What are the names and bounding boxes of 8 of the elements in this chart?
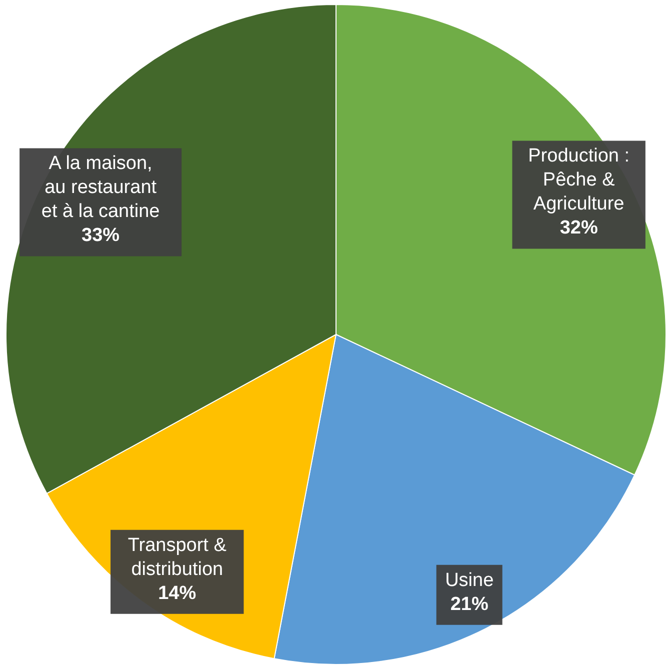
data-label: 32% — [560, 218, 598, 239]
slice-label: Production : Pêche & Agriculture — [528, 146, 630, 215]
slice-label: Transport & distribution — [128, 534, 227, 580]
data-label: 14% — [158, 582, 196, 604]
slice-label: A la maison, au restaurant et à la cantine — [41, 153, 160, 222]
data-label: 33% — [82, 225, 120, 246]
slice-label: Usine — [445, 570, 494, 591]
data-label: 21% — [450, 594, 488, 615]
